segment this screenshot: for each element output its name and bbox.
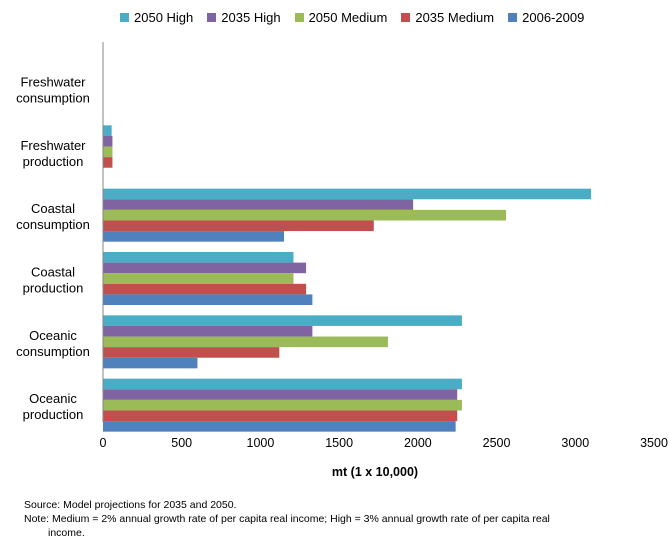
bar: [103, 410, 458, 422]
growth-note: Note: Medium = 2% annual growth rate of …: [24, 513, 550, 525]
x-tick-label: 0: [100, 436, 107, 450]
bar: [103, 199, 414, 210]
category-label: consumption: [16, 344, 90, 359]
category-label: Oceanic: [29, 328, 77, 343]
category-label: Oceanic: [29, 391, 77, 406]
bar-chart: FreshwaterconsumptionFreshwaterproductio…: [16, 42, 668, 479]
x-tick-label: 500: [171, 436, 192, 450]
bar: [103, 231, 285, 242]
legend-swatch: [207, 12, 217, 22]
chart-notes: Source: Model projections for 2035 and 2…: [24, 498, 664, 540]
bar: [103, 347, 280, 358]
legend-swatch: [508, 12, 518, 22]
bar: [103, 283, 307, 295]
bar: [103, 325, 313, 337]
growth-note-continued: income.: [48, 527, 85, 539]
bar: [103, 273, 294, 284]
category-label: consumption: [16, 91, 90, 106]
x-tick-label: 2000: [404, 436, 432, 450]
bar: [103, 262, 307, 274]
bar: [103, 389, 458, 400]
bar: [103, 399, 462, 411]
bar: [103, 357, 198, 369]
bar: [103, 421, 456, 432]
legend-item: 2050 High: [120, 10, 193, 25]
category-label: Freshwater: [20, 138, 86, 153]
bar: [103, 315, 462, 326]
bar: [103, 209, 507, 221]
category-label: production: [23, 281, 84, 296]
x-tick-label: 3000: [561, 436, 589, 450]
legend-label: 2035 Medium: [415, 9, 495, 25]
legend-swatch: [401, 12, 411, 22]
category-label: production: [23, 154, 84, 169]
legend-item: 2050 Medium: [294, 9, 388, 25]
legend-item: 2035 High: [207, 9, 281, 25]
legend-label: 2035 High: [221, 9, 281, 25]
bar: [103, 146, 113, 158]
bar: [103, 336, 388, 348]
legend-item: 2035 Medium: [401, 10, 494, 25]
x-tick-label: 1000: [247, 436, 275, 450]
chart-legend: 2050 High 2035 High 2050 Medium 2035 Medium…: [120, 8, 584, 26]
legend-label: 2050 Medium: [308, 9, 388, 25]
bar: [103, 378, 462, 390]
x-tick-label: 2500: [483, 436, 511, 450]
category-label: production: [23, 407, 84, 422]
source-note: Source: Model projections for 2035 and 2…: [24, 499, 237, 511]
legend-swatch: [120, 12, 129, 22]
x-tick-label: 3500: [640, 436, 668, 450]
bar: [103, 135, 113, 147]
category-label: Coastal: [31, 201, 75, 216]
category-label: Freshwater: [20, 75, 86, 90]
legend-item: 2006-2009: [508, 10, 584, 25]
bar: [103, 294, 313, 305]
legend-label: 2006-2009: [522, 9, 585, 25]
bar: [103, 220, 374, 232]
bar: [103, 157, 113, 168]
x-axis-title: mt (1 x 10,000): [332, 465, 418, 479]
x-tick-label: 1500: [325, 436, 353, 450]
bar: [103, 125, 112, 136]
category-label: Coastal: [31, 265, 75, 280]
legend-label: 2050 High: [134, 9, 194, 25]
legend-swatch: [294, 12, 304, 22]
bar: [103, 252, 294, 263]
category-label: consumption: [16, 217, 90, 232]
bar: [103, 188, 592, 200]
